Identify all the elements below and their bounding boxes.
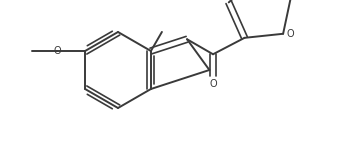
Text: O: O [209, 79, 217, 89]
Text: O: O [286, 29, 294, 39]
Text: O: O [53, 46, 61, 56]
